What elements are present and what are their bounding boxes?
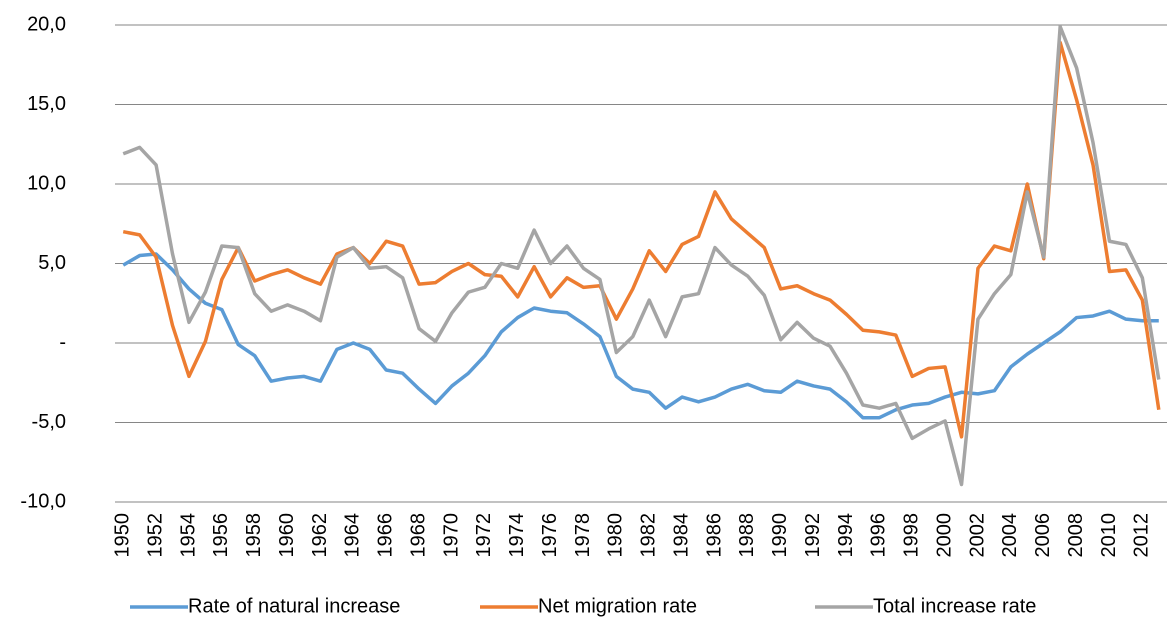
x-tick-label: 1980 — [605, 513, 627, 558]
x-tick-label: 1950 — [112, 513, 134, 558]
x-tick-label: 2000 — [933, 513, 955, 558]
x-tick-label: 1990 — [769, 513, 791, 558]
x-tick-label: 2012 — [1131, 513, 1153, 558]
legend-label: Total increase rate — [873, 595, 1036, 617]
x-tick-label: 2004 — [999, 513, 1021, 558]
x-tick-label: 1962 — [309, 513, 331, 558]
x-tick-label: 1996 — [868, 513, 890, 558]
series-line — [122, 24, 1161, 487]
x-tick-label: 1972 — [473, 513, 495, 558]
x-tick-label: 1988 — [736, 513, 758, 558]
x-tick-label: 1956 — [210, 513, 232, 558]
x-tick-label: 1992 — [802, 513, 824, 558]
x-tick-label: 1954 — [177, 513, 199, 558]
x-tick-label: 1978 — [572, 513, 594, 558]
y-tick-label: -10,0 — [20, 490, 66, 512]
x-tick-label: 1984 — [670, 513, 692, 558]
x-tick-label: 1966 — [375, 513, 397, 558]
x-tick-label: 2010 — [1098, 513, 1120, 558]
x-tick-label: 1998 — [901, 513, 923, 558]
x-tick-label: 1952 — [144, 513, 166, 558]
y-tick-label: - — [59, 331, 66, 353]
x-tick-label: 1976 — [539, 513, 561, 558]
x-tick-label: 1982 — [638, 513, 660, 558]
x-tick-label: 1968 — [407, 513, 429, 558]
series-line — [122, 40, 1161, 439]
x-tick-label: 1994 — [835, 513, 857, 558]
y-tick-label: 5,0 — [38, 252, 66, 274]
x-tick-label: 2008 — [1065, 513, 1087, 558]
x-tick-label: 1960 — [276, 513, 298, 558]
legend-label: Rate of natural increase — [188, 595, 400, 617]
series-line — [122, 252, 1159, 420]
x-tick-label: 1958 — [243, 513, 265, 558]
x-tick-label: 2002 — [966, 513, 988, 558]
legend-label: Net migration rate — [538, 595, 697, 617]
x-tick-label: 1986 — [703, 513, 725, 558]
x-tick-label: 1974 — [506, 513, 528, 558]
x-tick-label: 1964 — [342, 513, 364, 558]
y-tick-label: 20,0 — [27, 13, 66, 35]
y-tick-label: 10,0 — [27, 172, 66, 194]
y-tick-label: 15,0 — [27, 93, 66, 115]
y-tick-label: -5,0 — [32, 411, 66, 433]
x-tick-label: 2006 — [1032, 513, 1054, 558]
x-tick-label: 1970 — [440, 513, 462, 558]
